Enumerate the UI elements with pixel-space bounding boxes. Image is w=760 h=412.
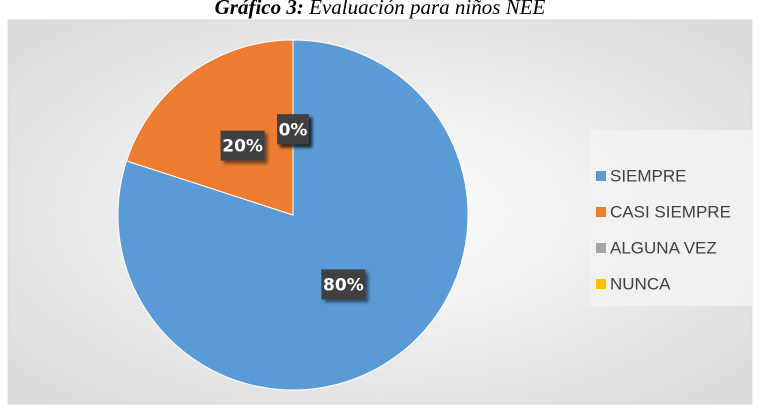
data-label-text: 0% (279, 120, 308, 140)
legend-swatch (596, 171, 606, 181)
chart-title: Gráfico 3: Evaluación para niños NEE (215, 0, 546, 19)
data-label-box (321, 269, 366, 300)
data-label-text: 80% (323, 275, 364, 295)
data-label-box (220, 130, 265, 161)
title-text: Evaluación para niños NEE (308, 0, 545, 19)
legend-swatch (596, 243, 606, 253)
data-label: 20% (220, 130, 265, 161)
legend-label: CASI SIEMPRE (610, 202, 731, 221)
legend-swatch (596, 207, 606, 217)
legend-label: NUNCA (610, 274, 671, 293)
legend-swatch (596, 279, 606, 289)
data-label-text: 20% (222, 137, 263, 157)
data-label: 80% (321, 269, 366, 300)
legend-label: ALGUNA VEZ (610, 238, 717, 257)
data-label: 0% (277, 114, 309, 145)
legend-box (590, 130, 752, 306)
title-prefix: Gráfico 3: (215, 0, 304, 19)
data-label-box (277, 114, 309, 145)
pie-slice (125, 39, 294, 216)
legend-label: SIEMPRE (610, 166, 687, 185)
